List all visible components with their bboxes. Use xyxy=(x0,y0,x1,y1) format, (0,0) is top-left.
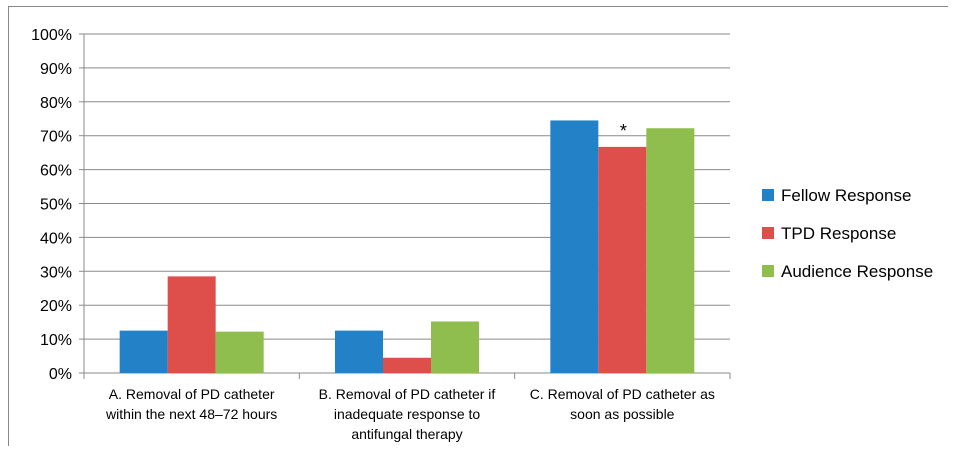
y-tick-label: 90% xyxy=(40,61,72,78)
bar xyxy=(215,331,264,373)
bar xyxy=(119,330,168,373)
y-tick-label: 70% xyxy=(40,129,72,146)
legend-swatch xyxy=(762,189,774,201)
bar xyxy=(598,146,647,373)
bar xyxy=(167,276,216,373)
x-category-label: soon as possible xyxy=(570,406,675,422)
x-category-label: C. Removal of PD catheter as xyxy=(530,386,715,402)
x-category-label: antifungal therapy xyxy=(351,426,462,442)
legend-swatch xyxy=(762,265,774,277)
significance-annotation: * xyxy=(620,121,627,141)
y-tick-label: 30% xyxy=(40,264,72,281)
x-category-label: within the next 48–72 hours xyxy=(105,406,277,422)
legend-label: Fellow Response xyxy=(781,186,911,205)
y-tick-label: 20% xyxy=(40,298,72,315)
x-category-label: inadequate response to xyxy=(334,406,481,422)
y-tick-label: 40% xyxy=(40,230,72,247)
legend-label: TPD Response xyxy=(781,224,896,243)
chart-frame xyxy=(8,6,948,446)
x-category-label: B. Removal of PD catheter if xyxy=(319,386,496,402)
y-tick-label: 0% xyxy=(49,366,72,383)
bar xyxy=(335,330,383,373)
bar xyxy=(431,321,479,373)
y-tick-label: 50% xyxy=(40,197,72,214)
y-tick-label: 100% xyxy=(31,27,72,44)
legend-label: Audience Response xyxy=(781,262,933,281)
bar xyxy=(646,128,695,373)
y-tick-label: 10% xyxy=(40,332,72,349)
legend-swatch xyxy=(762,227,774,239)
y-tick-label: 60% xyxy=(40,163,72,180)
x-category-label: A. Removal of PD catheter xyxy=(109,386,275,402)
y-tick-label: 80% xyxy=(40,95,72,112)
bar xyxy=(383,357,431,373)
bar xyxy=(550,120,599,373)
